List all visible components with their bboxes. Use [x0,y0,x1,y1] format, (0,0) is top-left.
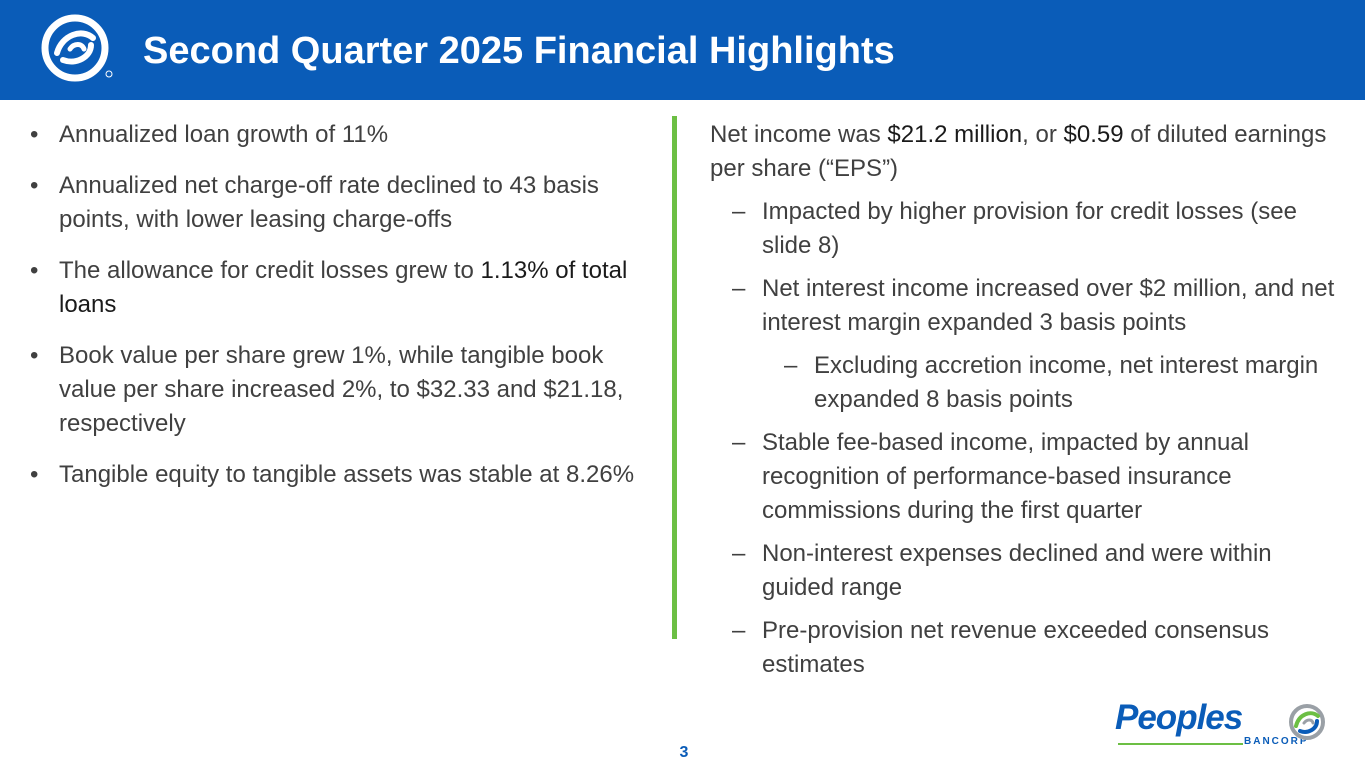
list-item: – Excluding accretion income, net intere… [784,349,1350,417]
sub-item-text: Non-interest expenses declined and were … [762,540,1272,601]
sub-item-text: Excluding accretion income, net interest… [814,352,1319,413]
list-item: – Impacted by higher provision for credi… [732,195,1350,263]
net-income-summary: Net income was $21.2 million, or $0.59 o… [710,121,1327,182]
dash-marker: – [732,617,746,644]
eps-value: $0.59 [1063,121,1124,148]
bullet-marker: • [30,257,39,284]
bullet-marker: • [30,342,39,369]
bullet-text: Tangible equity to tangible assets was s… [59,461,635,488]
bullet-text: The allowance for credit losses grew to … [59,257,628,318]
dash-marker: – [732,275,746,302]
bullet-text: Book value per share grew 1%, while tang… [59,342,624,437]
brand-name: Peoples [1115,698,1243,737]
list-item: • Book value per share grew 1%, while ta… [30,339,660,441]
list-item: • Annualized loan growth of 11% [30,118,660,152]
sub-item-text: Impacted by higher provision for credit … [762,198,1297,259]
bullet-text: Annualized net charge-off rate declined … [59,172,599,233]
sub-item-text: Net interest income increased over $2 mi… [762,275,1335,336]
highlighted-value: 1.13% of total loans [59,257,628,318]
bullet-marker: • [30,121,39,148]
column-divider [672,116,677,639]
list-item: • Tangible equity to tangible assets was… [30,458,660,492]
list-item: • The allowance for credit losses grew t… [30,254,660,322]
brand-subtitle: BANCORP [1244,736,1309,747]
bullet-marker: • [30,461,39,488]
list-item: – Stable fee-based income, impacted by a… [732,426,1350,528]
dash-marker: – [784,352,798,379]
peoples-swirl-logo-icon [41,14,113,82]
peoples-swirl-mark-icon [1289,704,1325,740]
left-bullet-list: • Annualized loan growth of 11% • Annual… [30,118,660,509]
bullet-marker: • [30,172,39,199]
sub-item-text: Stable fee-based income, impacted by ann… [762,429,1249,524]
right-highlights: Net income was $21.2 million, or $0.59 o… [710,118,1350,691]
dash-marker: – [732,540,746,567]
list-item: • Annualized net charge-off rate decline… [30,169,660,237]
peoples-bancorp-logo: Peoples BANCORP [1115,698,1335,754]
sub-item-text: Pre-provision net revenue exceeded conse… [762,617,1269,678]
page-number: 3 [679,744,689,761]
bullet-text: Annualized loan growth of 11% [59,121,389,148]
slide-header: Second Quarter 2025 Financial Highlights [0,0,1365,100]
list-item: – Non-interest expenses declined and wer… [732,537,1350,605]
page-title: Second Quarter 2025 Financial Highlights [143,30,895,72]
dash-marker: – [732,429,746,456]
brand-underline [1118,743,1243,745]
list-item: – Pre-provision net revenue exceeded con… [732,614,1350,682]
dash-marker: – [732,198,746,225]
net-income-value: $21.2 million [887,121,1023,148]
list-item: – Net interest income increased over $2 … [732,272,1350,340]
